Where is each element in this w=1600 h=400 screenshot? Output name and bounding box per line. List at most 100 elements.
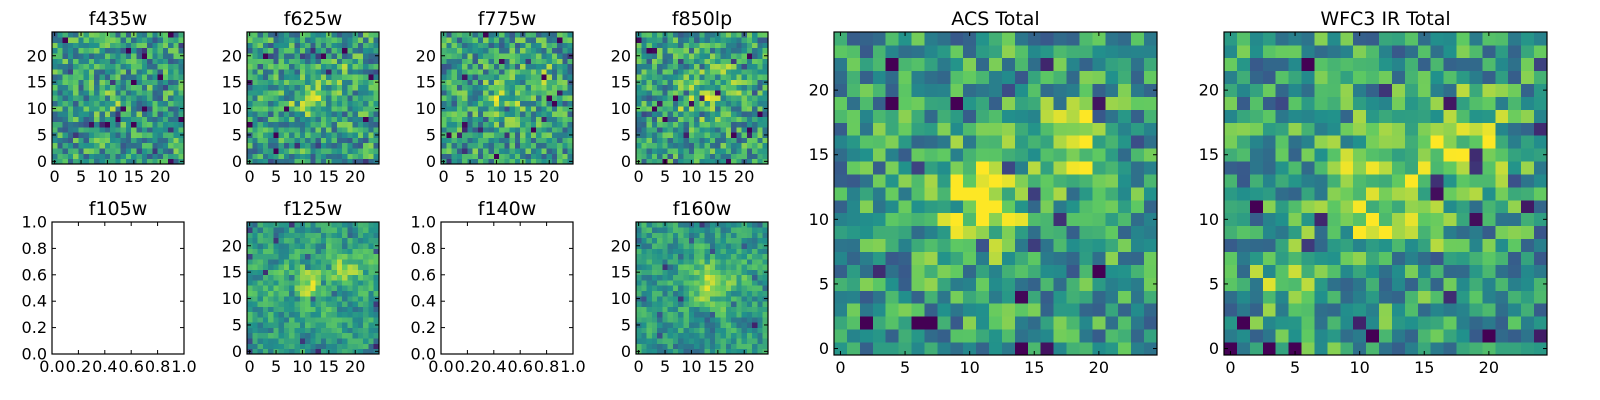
heatmap-cell [147,111,153,117]
heatmap-cell [1508,122,1522,136]
heatmap-cell [1417,251,1432,265]
heatmap-cell [462,153,468,160]
heatmap-cell [462,68,468,75]
heatmap-cell [1066,264,1080,278]
heatmap-cell [342,74,348,80]
heatmap-cell [950,109,964,123]
heatmap-cell [488,116,495,123]
heatmap-cell [83,90,90,96]
heatmap-cell [641,84,647,91]
heatmap-cell [157,79,164,86]
heatmap-cell [1366,251,1380,265]
heatmap-cell [488,95,495,101]
heatmap-cell [715,116,721,123]
heatmap-cell [273,137,280,144]
heatmap-cell [1131,199,1145,214]
heatmap-cell [989,342,1003,356]
heatmap-cell [462,116,468,123]
heatmap-cell [562,79,569,86]
heatmap-cell [278,111,285,117]
heatmap-cell [125,116,132,123]
heatmap-cell [268,232,274,239]
heatmap-cell [294,153,301,160]
heatmap-cell [173,32,180,38]
heatmap-cell [757,142,764,149]
heatmap-cell [289,68,295,75]
heatmap-cell [704,148,711,154]
heatmap-cell [342,68,348,75]
heatmap-cell [283,306,290,313]
heatmap-cell [257,343,264,350]
heatmap-cell [1456,135,1470,149]
heatmap-cell [315,132,322,138]
heatmap-cell [672,311,679,318]
heatmap-cell [357,37,364,43]
heatmap-cell [1249,329,1264,343]
heatmap-cell [78,79,85,86]
heatmap-cell [125,132,132,138]
heatmap-cell [120,116,127,123]
heatmap-cell [937,264,951,278]
heatmap-cell [709,327,716,334]
heatmap-cell [1131,251,1145,265]
x-tick-label: 0 [835,358,845,377]
heatmap-cell [1534,290,1548,304]
heatmap-cell [746,348,753,355]
heatmap-cell [898,44,912,59]
heatmap-cell [1079,96,1093,110]
heatmap-cell [520,84,526,91]
heatmap-cell [283,105,290,112]
heatmap-cell [278,280,285,286]
heatmap-cell [1262,277,1277,291]
heatmap-cell [514,95,521,101]
heatmap-cell [252,158,258,165]
heatmap-cell [1079,303,1093,317]
heatmap-cell [1340,57,1354,72]
heatmap-cell [294,148,301,154]
heatmap-cell [1053,264,1067,278]
heatmap-cell [1105,109,1119,123]
heatmap-cell [720,47,727,54]
heatmap-cell [57,74,63,80]
heatmap-cell [1288,122,1302,136]
heatmap-cell [283,84,290,91]
heatmap-cell [525,116,532,123]
heatmap-cell [520,37,526,43]
heatmap-cell [1144,251,1158,265]
heatmap-cell [110,84,116,91]
heatmap-cell [924,96,938,110]
heatmap-cell [131,100,137,107]
heatmap-cell [299,311,306,318]
heatmap-cell [1249,83,1264,97]
heatmap-cell [110,90,116,96]
heatmap-cell [115,148,121,154]
heatmap-cell [342,222,348,228]
heatmap-cell [989,109,1003,123]
heatmap-cell [1144,342,1158,356]
heatmap-cell [120,132,127,138]
heatmap-cell [456,32,463,38]
heatmap-cell [557,68,563,75]
heatmap-cell [551,63,558,70]
heatmap-cell [976,83,990,97]
heatmap-cell [152,116,158,123]
heatmap-cell [1327,70,1341,85]
heatmap-cell [725,127,732,133]
heatmap-cell [704,116,711,123]
heatmap-cell [73,100,79,107]
heatmap-cell [273,295,280,302]
heatmap-cell [294,322,301,328]
heatmap-cell [373,116,380,123]
heatmap-cell [636,84,642,91]
heatmap-cell [483,53,489,59]
heatmap-cell [94,148,100,154]
heatmap-cell [299,322,306,328]
heatmap-cell [147,158,153,165]
heatmap-cell [1443,57,1457,72]
axes-frame [833,31,1158,356]
heatmap-cell [672,58,679,65]
heatmap-cell [646,148,653,154]
heatmap-cell [1391,122,1406,136]
heatmap-cell [688,121,695,128]
